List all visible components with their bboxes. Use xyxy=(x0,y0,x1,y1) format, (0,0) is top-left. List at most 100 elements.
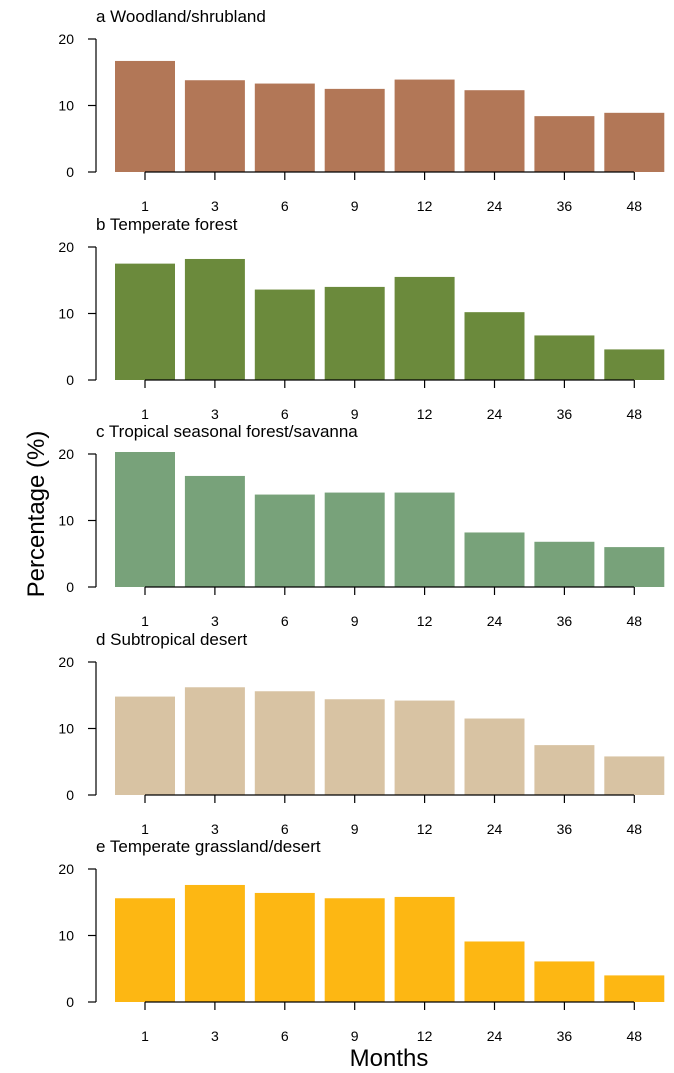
x-tick-label: 3 xyxy=(211,406,219,422)
bar-24 xyxy=(464,312,525,380)
x-tick-label: 1 xyxy=(141,406,149,422)
bar-3 xyxy=(184,687,245,795)
x-tick-label: 48 xyxy=(627,198,643,214)
bar-9 xyxy=(324,898,385,1002)
x-tick-label: 12 xyxy=(417,821,433,837)
y-tick-label: 10 xyxy=(58,928,74,944)
bar-3 xyxy=(184,475,245,587)
x-tick-label: 9 xyxy=(351,1028,359,1044)
x-tick-label: 1 xyxy=(141,198,149,214)
bar-12 xyxy=(394,896,455,1002)
bar-36 xyxy=(534,961,595,1002)
bar-1 xyxy=(115,263,175,380)
x-tick-label: 48 xyxy=(627,406,643,422)
x-tick-label: 6 xyxy=(281,406,289,422)
x-tick-label: 48 xyxy=(627,1028,643,1044)
bar-6 xyxy=(254,494,315,587)
x-tick-label: 24 xyxy=(487,1028,503,1044)
x-tick-label: 12 xyxy=(417,1028,433,1044)
x-tick-label: 3 xyxy=(211,1028,219,1044)
x-tick-label: 36 xyxy=(557,406,573,422)
x-tick-label: 36 xyxy=(557,198,573,214)
bar-24 xyxy=(464,532,525,587)
bar-12 xyxy=(394,700,455,795)
bar-6 xyxy=(254,892,315,1002)
bar-48 xyxy=(604,349,665,380)
x-tick-label: 36 xyxy=(557,821,573,837)
y-tick-label: 10 xyxy=(58,306,74,322)
y-tick-label: 0 xyxy=(66,787,74,803)
bar-1 xyxy=(115,696,175,795)
bar-48 xyxy=(604,756,665,795)
panel-title: e Temperate grassland/desert xyxy=(96,837,321,856)
y-tick-label: 20 xyxy=(58,239,74,255)
y-tick-label: 0 xyxy=(66,372,74,388)
x-tick-label: 24 xyxy=(487,406,503,422)
bar-3 xyxy=(184,258,245,380)
bar-36 xyxy=(534,541,595,587)
x-tick-label: 6 xyxy=(281,821,289,837)
x-tick-label: 36 xyxy=(557,1028,573,1044)
bar-12 xyxy=(394,276,455,380)
x-tick-label: 1 xyxy=(141,1028,149,1044)
x-tick-label: 3 xyxy=(211,613,219,629)
y-tick-label: 0 xyxy=(66,164,74,180)
y-tick-label: 10 xyxy=(58,721,74,737)
x-tick-label: 48 xyxy=(627,821,643,837)
bar-48 xyxy=(604,112,665,172)
x-tick-label: 6 xyxy=(281,1028,289,1044)
bar-3 xyxy=(184,80,245,172)
bar-24 xyxy=(464,941,525,1002)
x-tick-label: 12 xyxy=(417,613,433,629)
bar-9 xyxy=(324,699,385,795)
y-axis-label: Percentage (%) xyxy=(23,431,50,598)
x-tick-label: 3 xyxy=(211,821,219,837)
x-tick-label: 24 xyxy=(487,198,503,214)
panel-title: c Tropical seasonal forest/savanna xyxy=(96,422,358,441)
panel-title: d Subtropical desert xyxy=(96,630,247,649)
x-tick-label: 48 xyxy=(627,613,643,629)
panel-title: b Temperate forest xyxy=(96,215,238,234)
bar-12 xyxy=(394,79,455,172)
y-tick-label: 0 xyxy=(66,994,74,1010)
x-tick-label: 12 xyxy=(417,406,433,422)
x-tick-label: 12 xyxy=(417,198,433,214)
x-tick-label: 1 xyxy=(141,821,149,837)
bar-3 xyxy=(184,884,245,1002)
x-tick-label: 6 xyxy=(281,613,289,629)
y-tick-label: 0 xyxy=(66,579,74,595)
bar-24 xyxy=(464,90,525,172)
y-tick-label: 20 xyxy=(58,446,74,462)
x-tick-label: 6 xyxy=(281,198,289,214)
bar-1 xyxy=(115,60,175,172)
y-tick-label: 10 xyxy=(58,513,74,529)
x-tick-label: 9 xyxy=(351,821,359,837)
bar-6 xyxy=(254,83,315,172)
bar-36 xyxy=(534,745,595,795)
bar-1 xyxy=(115,452,175,587)
y-tick-label: 10 xyxy=(58,98,74,114)
chart-panel-c: c Tropical seasonal forest/savanna 0 10 20 1… xyxy=(58,422,665,629)
panel-title: a Woodland/shrubland xyxy=(96,7,266,26)
y-tick-label: 20 xyxy=(58,31,74,47)
bar-36 xyxy=(534,116,595,172)
x-tick-label: 3 xyxy=(211,198,219,214)
x-tick-label: 24 xyxy=(487,613,503,629)
bar-6 xyxy=(254,289,315,380)
x-tick-label: 9 xyxy=(351,406,359,422)
x-tick-label: 1 xyxy=(141,613,149,629)
bar-9 xyxy=(324,286,385,380)
x-axis-label: Months xyxy=(350,1045,429,1072)
x-tick-label: 24 xyxy=(487,821,503,837)
x-tick-label: 36 xyxy=(557,613,573,629)
bar-6 xyxy=(254,691,315,795)
bar-9 xyxy=(324,492,385,587)
bar-12 xyxy=(394,492,455,587)
x-tick-label: 9 xyxy=(351,198,359,214)
bar-48 xyxy=(604,975,665,1002)
